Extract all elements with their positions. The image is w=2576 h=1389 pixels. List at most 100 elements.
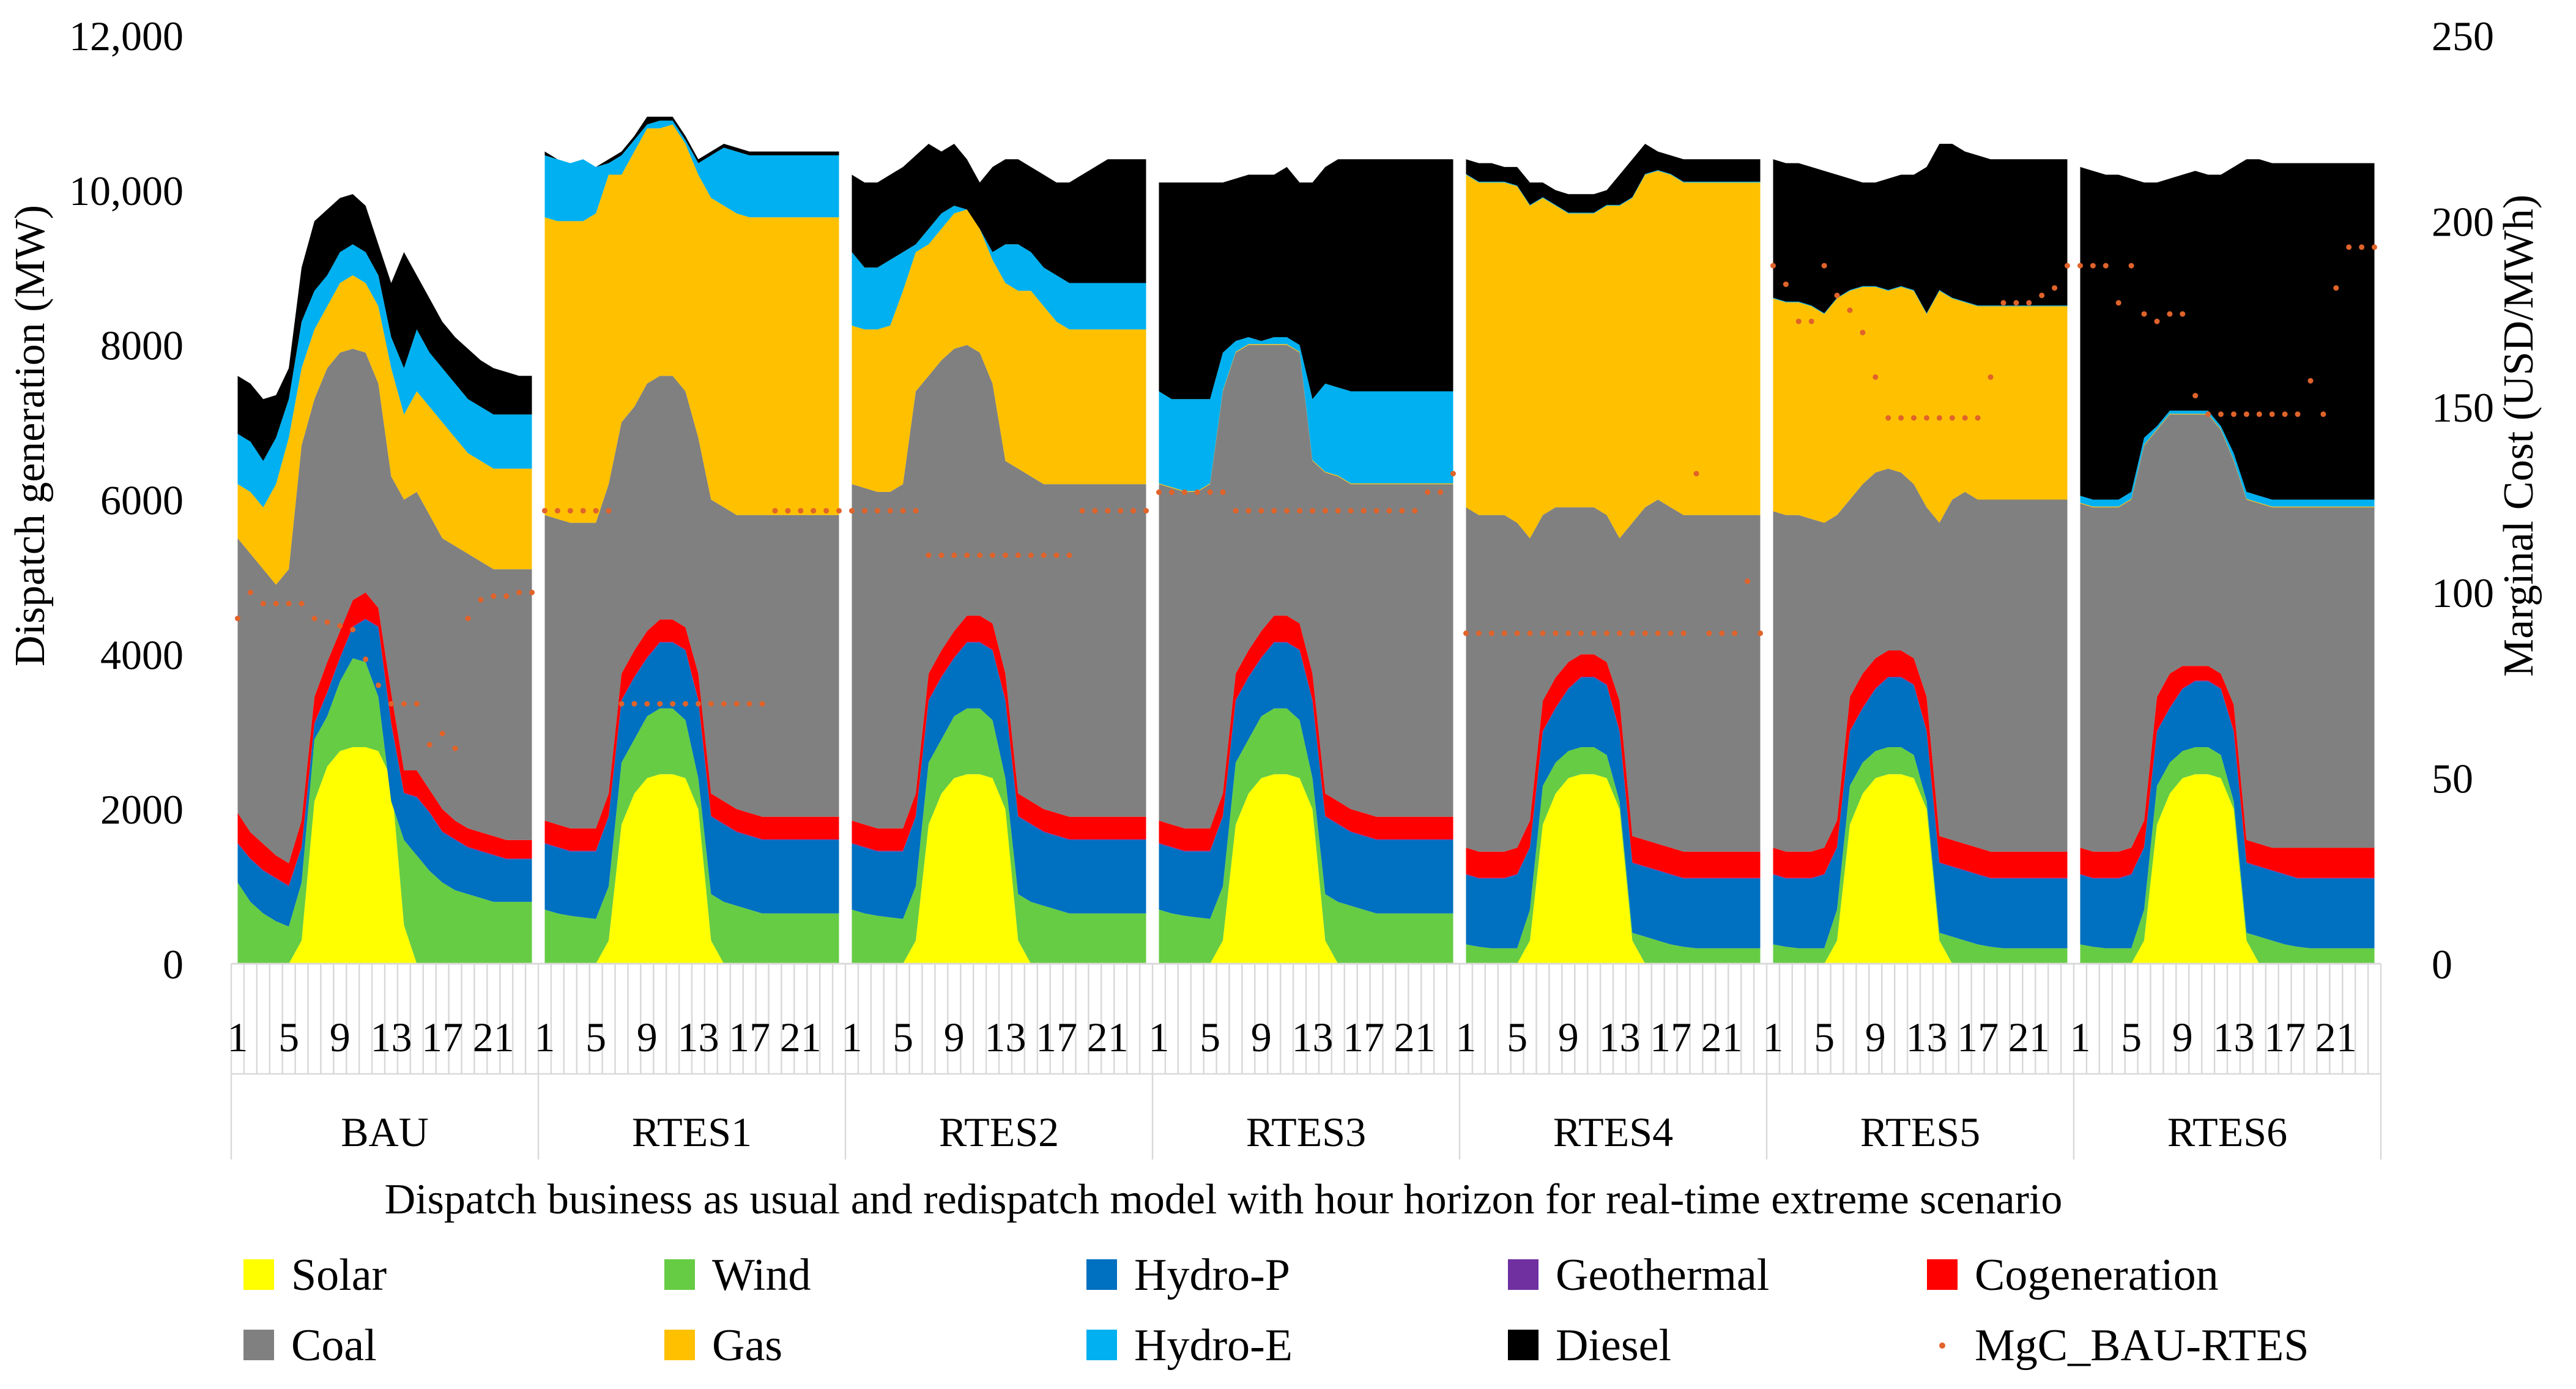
mgc-point bbox=[708, 701, 714, 707]
legend-swatch bbox=[1086, 1259, 1117, 1290]
mgc-point bbox=[388, 701, 394, 707]
area-bau-solar bbox=[237, 747, 532, 964]
area-rtes6-diesel bbox=[2080, 159, 2375, 500]
mgc-point bbox=[1565, 630, 1572, 636]
y2-tick-label: 50 bbox=[2432, 756, 2473, 802]
area-rtes2-hydro-e bbox=[852, 206, 1146, 330]
scenario-label-rtes1: RTES1 bbox=[632, 1109, 752, 1155]
mgc-point bbox=[350, 627, 356, 633]
mgc-point bbox=[2039, 292, 2045, 299]
mgc-point bbox=[1143, 508, 1149, 514]
mgc-point bbox=[977, 553, 983, 558]
mgc-point bbox=[1194, 489, 1200, 495]
mgc-point bbox=[1617, 630, 1622, 636]
mgc-point bbox=[836, 508, 842, 514]
area-rtes6-coal bbox=[2080, 414, 2375, 852]
mgc-point bbox=[644, 701, 650, 707]
legend-swatch bbox=[243, 1330, 274, 1360]
hour-tick-label: 1 bbox=[1456, 1014, 1477, 1060]
mgc-point bbox=[1795, 318, 1802, 324]
area-rtes5-diesel bbox=[1773, 144, 2068, 313]
mgc-point bbox=[2103, 263, 2109, 269]
mgc-point bbox=[363, 656, 369, 662]
mgc-point bbox=[567, 508, 573, 514]
legend-label: Hydro-P bbox=[1134, 1250, 1290, 1300]
legend-label: MgC_BAU-RTES bbox=[1975, 1320, 2309, 1371]
area-rtes4-diesel bbox=[1466, 144, 1761, 213]
hour-tick-label: 1 bbox=[2070, 1014, 2091, 1060]
hour-tick-label: 21 bbox=[2315, 1014, 2357, 1060]
mgc-point bbox=[1258, 508, 1264, 514]
mgc-point bbox=[1962, 415, 1968, 421]
hour-tick-label: 9 bbox=[1558, 1014, 1579, 1060]
mgc-point bbox=[861, 508, 867, 514]
hour-tick-label: 17 bbox=[1036, 1014, 1077, 1060]
hour-tick-label: 5 bbox=[893, 1014, 913, 1060]
mgc-point bbox=[286, 600, 292, 606]
legend-label: Hydro-E bbox=[1134, 1320, 1293, 1371]
mgc-point bbox=[465, 616, 471, 622]
mgc-point bbox=[1553, 630, 1559, 636]
hour-tick-label: 17 bbox=[1343, 1014, 1384, 1060]
mgc-point bbox=[1079, 508, 1085, 514]
mgc-point bbox=[2065, 263, 2070, 269]
mgc-point bbox=[1156, 489, 1162, 495]
mgc-point bbox=[683, 701, 688, 707]
hour-tick-label: 21 bbox=[780, 1014, 822, 1060]
legend-swatch bbox=[243, 1259, 274, 1290]
y2-tick-label: 200 bbox=[2432, 198, 2494, 245]
mgc-point bbox=[554, 508, 560, 514]
mgc-point bbox=[1745, 578, 1751, 584]
mgc-point bbox=[913, 508, 919, 514]
mgc-point bbox=[951, 553, 957, 558]
hour-tick-label: 5 bbox=[1814, 1014, 1835, 1060]
mgc-point bbox=[235, 616, 240, 622]
mgc-point bbox=[631, 701, 637, 707]
legend-item-wind: Wind bbox=[664, 1250, 811, 1300]
area-rtes6-solar bbox=[2080, 774, 2375, 964]
area-rtes6-hydro-p bbox=[2080, 681, 2375, 948]
mgc-point bbox=[1501, 630, 1507, 636]
mgc-point bbox=[2372, 244, 2377, 250]
y-tick-label: 4000 bbox=[100, 631, 184, 678]
mgc-point bbox=[516, 589, 522, 595]
area-rtes5-gas bbox=[1773, 286, 2068, 523]
mgc-point bbox=[785, 508, 791, 514]
y2-tick-label: 250 bbox=[2432, 13, 2494, 59]
mgc-point bbox=[1450, 471, 1456, 477]
mgc-point bbox=[696, 701, 701, 707]
mgc-point bbox=[1924, 415, 1929, 421]
legend-label: Coal bbox=[291, 1320, 377, 1371]
y2-axis-ticks: 0 50 100 150 200 250 bbox=[2432, 13, 2494, 988]
mgc-point bbox=[337, 623, 343, 629]
mgc-point bbox=[1527, 630, 1533, 636]
mgc-point bbox=[1220, 489, 1226, 495]
legend-swatch bbox=[1086, 1330, 1117, 1360]
mgc-point bbox=[1168, 489, 1175, 495]
mgc-point bbox=[1066, 553, 1072, 558]
mgc-point bbox=[2167, 311, 2173, 317]
legend-swatch bbox=[1508, 1330, 1539, 1360]
mgc-point bbox=[2295, 411, 2301, 417]
mgc-point bbox=[2128, 263, 2134, 269]
area-rtes3-diesel bbox=[1159, 159, 1453, 400]
mgc-point bbox=[1181, 489, 1187, 495]
mgc-point bbox=[1348, 508, 1354, 514]
mgc-point bbox=[1284, 508, 1290, 514]
mgc-point bbox=[964, 553, 970, 558]
area-rtes5-hydro-p bbox=[1773, 677, 2068, 948]
hour-tick-label: 9 bbox=[1865, 1014, 1886, 1060]
hour-tick-label: 5 bbox=[585, 1014, 606, 1060]
area-rtes6-wind bbox=[2080, 747, 2375, 964]
hour-tick-label: 13 bbox=[1906, 1014, 1948, 1060]
mgc-point bbox=[439, 731, 445, 737]
y2-tick-label: 150 bbox=[2432, 384, 2494, 431]
hour-tick-label: 17 bbox=[2264, 1014, 2306, 1060]
hour-tick-labels: 1 5 9 13 17 21 1 5 9 13 17 21 1 5 9 13 17 21 1 5 9 13 17 21 1 5 9 1… bbox=[228, 1014, 2357, 1060]
mgc-point bbox=[2141, 311, 2147, 317]
mgc-point bbox=[1335, 508, 1341, 514]
hour-tick-label: 17 bbox=[1957, 1014, 1999, 1060]
mgc-point bbox=[1949, 415, 1955, 421]
mgc-point bbox=[311, 616, 317, 622]
mgc-point bbox=[1514, 630, 1520, 636]
